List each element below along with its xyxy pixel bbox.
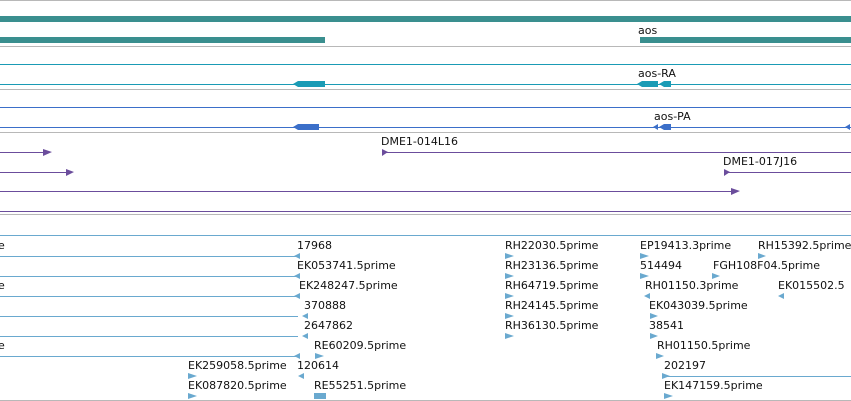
est-label[interactable]: e	[0, 279, 5, 292]
gene-feature-aos[interactable]	[640, 37, 851, 43]
cds-block-aos-pa[interactable]	[664, 124, 671, 130]
est-label[interactable]: RH01150.3prime	[645, 279, 738, 292]
transcript-label-aos-ra[interactable]: aos-RA	[638, 67, 676, 80]
est-label[interactable]: RH22030.5prime	[505, 239, 598, 252]
gene-track	[0, 16, 851, 43]
est-label[interactable]: EK043039.5prime	[649, 299, 748, 312]
est-label[interactable]: EK147159.5prime	[664, 379, 763, 392]
est-label[interactable]: 202197	[664, 359, 706, 372]
est-label[interactable]: RH15392.5prime	[758, 239, 851, 252]
cds-block-left[interactable]	[298, 124, 319, 130]
est-label[interactable]: RH24145.5prime	[505, 299, 598, 312]
est-label[interactable]: EP19413.3prime	[640, 239, 731, 252]
gene-label-aos[interactable]: aos	[638, 24, 657, 37]
est-label[interactable]: e	[0, 239, 5, 252]
protein-label-aos-pa[interactable]: aos-PA	[654, 110, 691, 123]
gene-span-bar[interactable]	[0, 16, 851, 22]
est-label[interactable]: 38541	[649, 319, 684, 332]
est-label[interactable]: RE55251.5prime	[314, 379, 406, 392]
est-label[interactable]: RH01150.5prime	[657, 339, 750, 352]
est-label[interactable]: 514494	[640, 259, 682, 272]
est-label[interactable]: EK053741.5prime	[297, 259, 396, 272]
est-label[interactable]: RH64719.5prime	[505, 279, 598, 292]
est-label[interactable]: FGH108F04.5prime	[713, 259, 820, 272]
protein-track	[0, 108, 851, 131]
transcript-track	[0, 65, 851, 88]
est-label[interactable]: 2647862	[304, 319, 353, 332]
transcript-exon-left[interactable]	[298, 81, 325, 87]
clone-label-dme1-014l16[interactable]: DME1-014L16	[381, 135, 458, 148]
est-label[interactable]: e	[0, 339, 5, 352]
est-label[interactable]: EK087820.5prime	[188, 379, 287, 392]
est-label[interactable]: 17968	[297, 239, 332, 252]
est-label[interactable]: EK259058.5prime	[188, 359, 287, 372]
clone-label-dme1-017j16[interactable]: DME1-017J16	[723, 155, 797, 168]
est-label[interactable]: RH36130.5prime	[505, 319, 598, 332]
est-label[interactable]: EK015502.5	[778, 279, 845, 292]
est-label[interactable]: 370888	[304, 299, 346, 312]
gene-feature-left[interactable]	[0, 37, 325, 43]
est-label[interactable]: RE60209.5prime	[314, 339, 406, 352]
est-label[interactable]: 120614	[297, 359, 339, 372]
est-label[interactable]: RH23136.5prime	[505, 259, 598, 272]
transcript-exon-aos-ra[interactable]	[642, 81, 658, 87]
est-label[interactable]: EK248247.5prime	[299, 279, 398, 292]
